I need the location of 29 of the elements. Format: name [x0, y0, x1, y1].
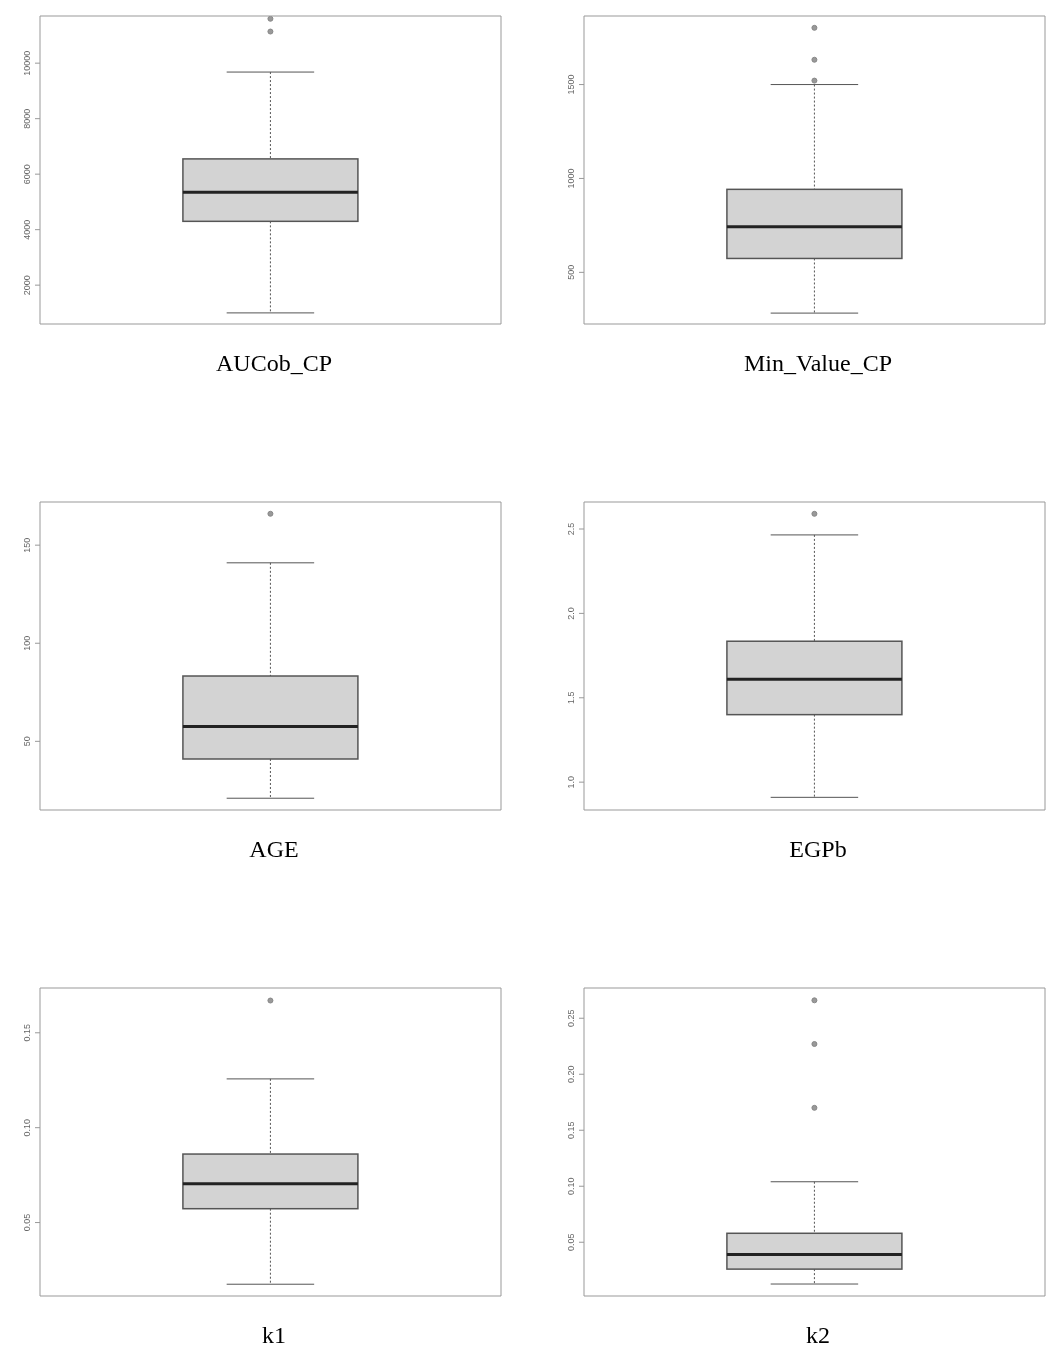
y-tick-label: 1.5 — [566, 691, 576, 705]
y-tick-label: 0.05 — [22, 1213, 32, 1232]
y-tick-label: 6000 — [22, 164, 32, 185]
y-tick-label: 0.10 — [22, 1118, 32, 1137]
y-tick-label: 150 — [22, 537, 32, 553]
x-axis-title: Min_Value_CP — [743, 350, 893, 377]
y-tick-label: 500 — [566, 264, 576, 280]
y-tick-label: 0.20 — [566, 1065, 576, 1084]
y-tick-label: 1.0 — [566, 775, 576, 789]
y-tick-label: 10000 — [22, 50, 32, 76]
y-tick-label: 0.25 — [566, 1009, 576, 1028]
y-tick-label: 0.15 — [566, 1121, 576, 1140]
x-axis-title: k2 — [805, 1322, 831, 1348]
y-tick-label: 2000 — [22, 275, 32, 296]
y-tick-label: 8000 — [22, 108, 32, 129]
y-tick-label: 1500 — [566, 74, 576, 95]
y-tick-label: 1000 — [566, 168, 576, 189]
y-tick-label: 0.05 — [566, 1233, 576, 1252]
x-axis-title: EGPb — [788, 836, 848, 863]
y-tick-label: 100 — [22, 635, 32, 651]
y-tick-label: 0.10 — [566, 1177, 576, 1196]
y-tick-label: 4000 — [22, 219, 32, 240]
x-axis-title: AUCob_CP — [215, 350, 333, 377]
y-tick-label: 2.0 — [566, 607, 576, 620]
y-tick-label: 50 — [22, 736, 32, 747]
x-axis-title: AGE — [248, 836, 300, 863]
x-axis-title: k1 — [261, 1322, 287, 1348]
y-tick-label: 2.5 — [566, 522, 576, 536]
y-tick-label: 0.15 — [22, 1024, 32, 1042]
